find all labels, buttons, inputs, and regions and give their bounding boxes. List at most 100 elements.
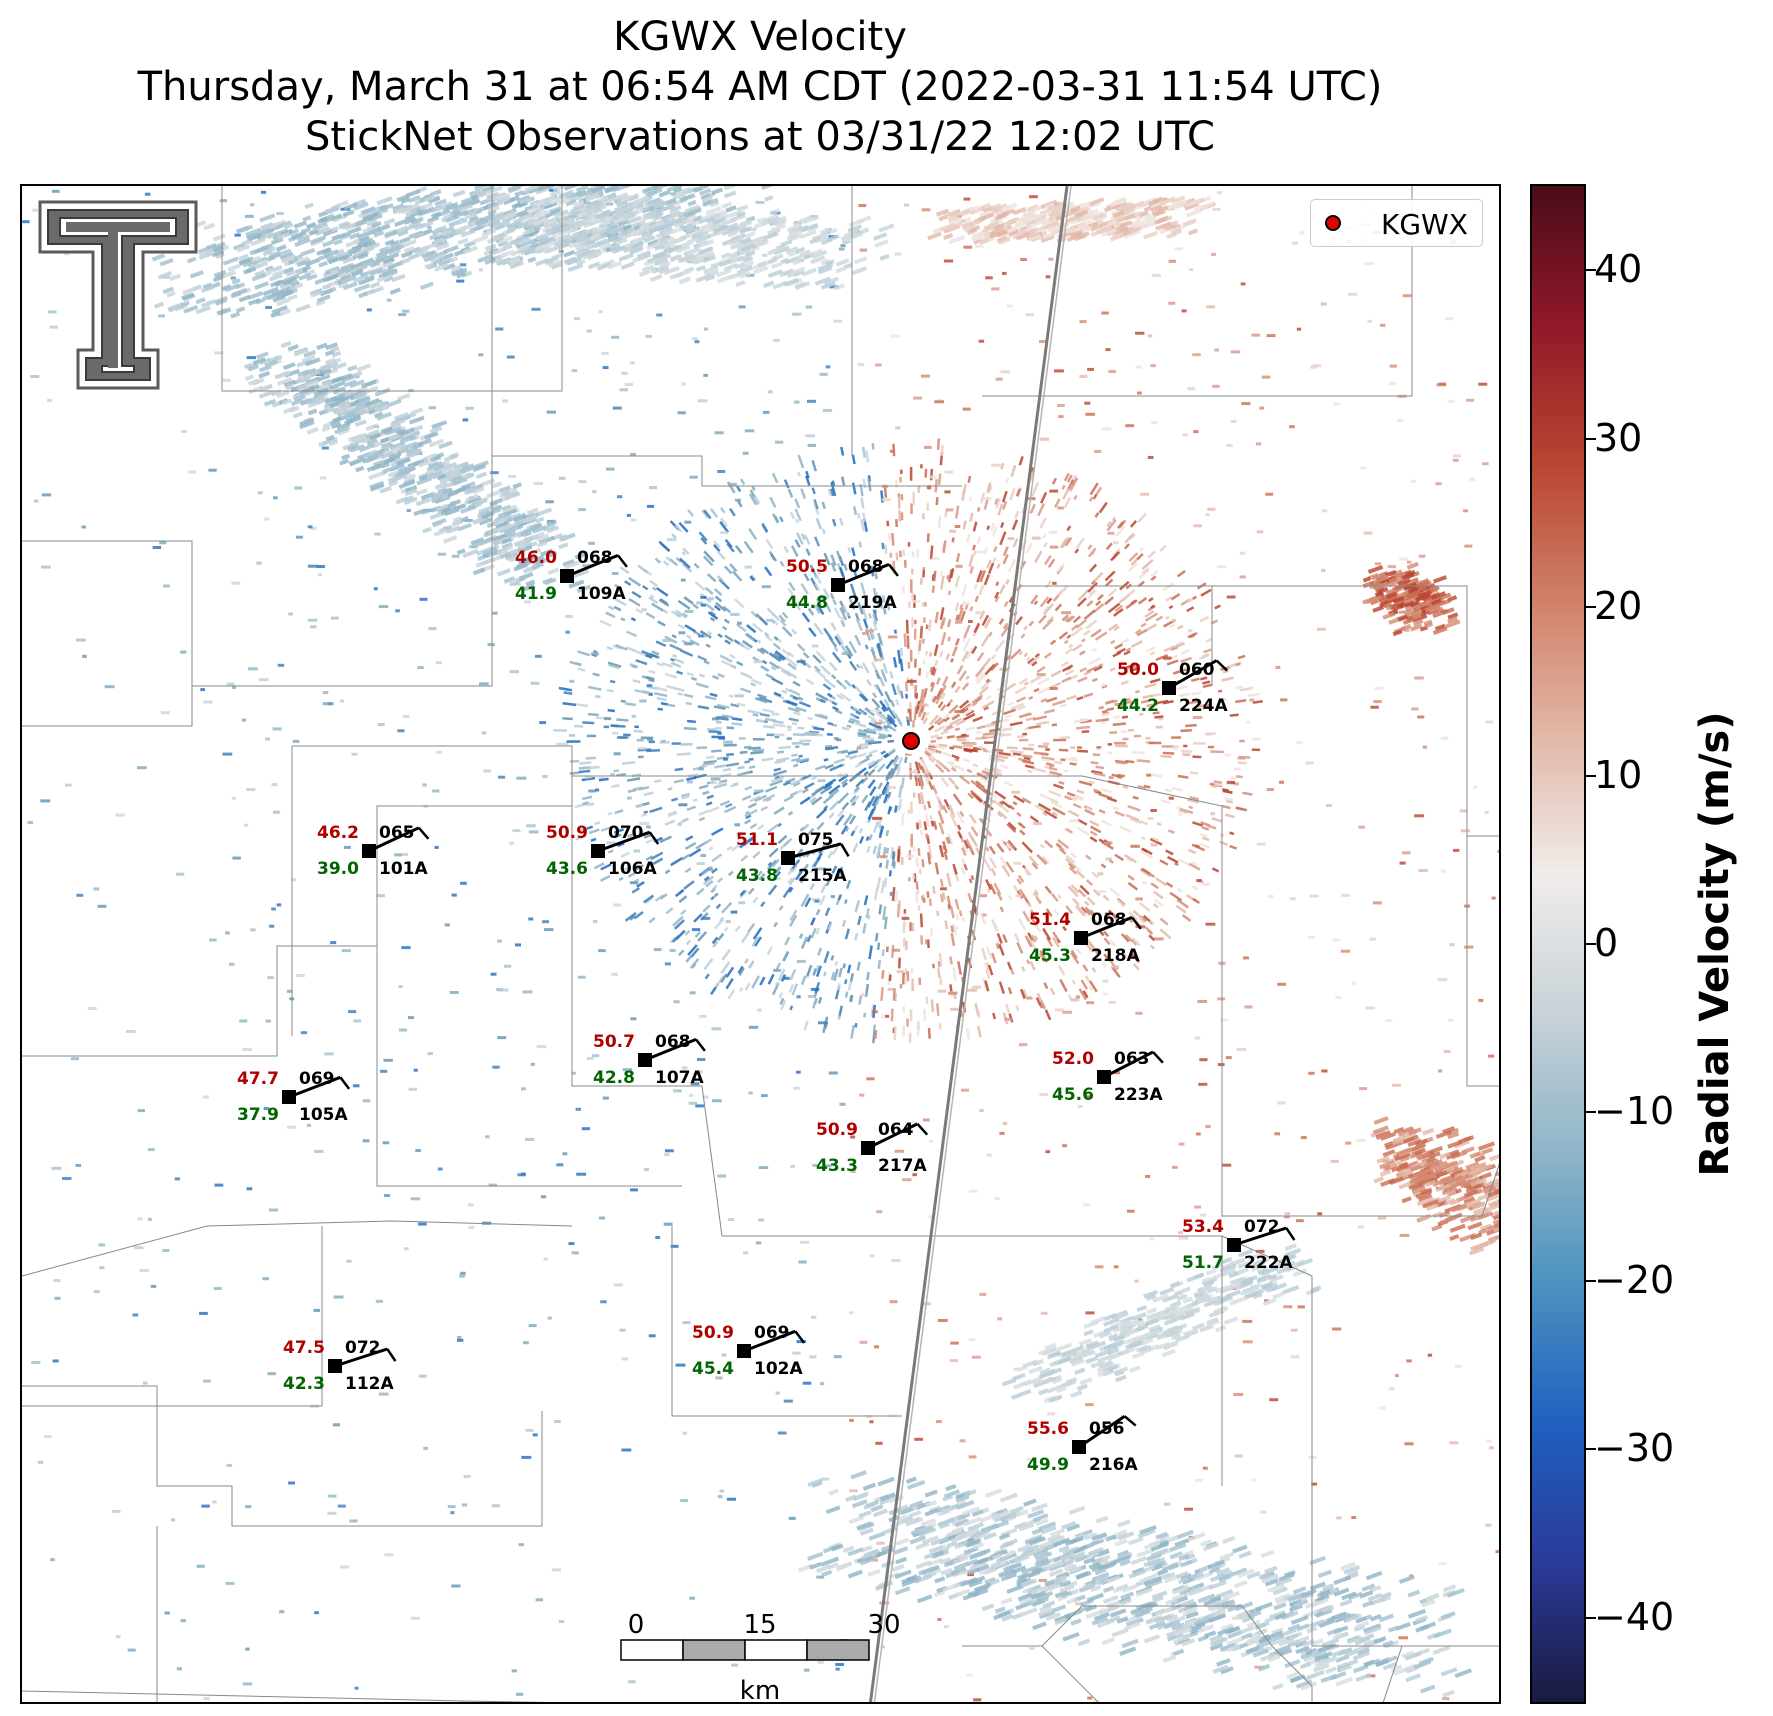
wind-barb-shaft: [787, 842, 842, 860]
station-222A[interactable]: 53.4 072 51.7 222A: [1182, 1217, 1296, 1273]
colorbar-tick-mark: [1586, 774, 1596, 777]
colorbar-tick-label: 0: [1594, 921, 1619, 965]
station-dewpoint: 42.3: [283, 1374, 325, 1394]
station-marker: [831, 578, 845, 592]
station-wind-direction: 060: [1179, 660, 1215, 680]
station-id: 215A: [798, 866, 847, 886]
sticknet-stations: 46.0 068 41.9 109A 50.5 068 44.8 219A 50.0 060 44.…: [237, 548, 1296, 1475]
wind-barb-flag: [648, 831, 660, 845]
station-dewpoint: 45.6: [1052, 1085, 1094, 1105]
wind-barb-flag: [888, 563, 899, 577]
wind-barb-flag: [1215, 659, 1228, 672]
colorbar-tick-mark: [1586, 269, 1596, 272]
wind-barb-shaft: [867, 1122, 919, 1150]
colorbar-gradient: [1532, 186, 1584, 1702]
wind-barb-flag: [840, 843, 850, 857]
station-wind-direction: 072: [345, 1338, 381, 1358]
station-223A[interactable]: 52.0 063 45.6 223A: [1052, 1049, 1164, 1105]
station-marker: [861, 1141, 875, 1155]
station-temperature: 53.4: [1182, 1217, 1224, 1237]
scale-bar-tick-30: 30: [867, 1610, 901, 1640]
station-temperature: 47.5: [283, 1338, 325, 1358]
wind-barb-shaft: [597, 830, 651, 853]
texas-tech-double-t-logo: [38, 200, 198, 390]
wind-barb-flag: [339, 1076, 351, 1090]
station-temperature: 46.0: [515, 548, 557, 568]
station-101A[interactable]: 46.2 065 39.0 101A: [317, 823, 430, 879]
colorbar-tick-label: 10: [1594, 752, 1643, 797]
station-id: 218A: [1091, 946, 1140, 966]
station-wind-direction: 069: [299, 1069, 335, 1089]
wind-barb-shaft: [1103, 1050, 1154, 1079]
station-id: 216A: [1089, 1455, 1138, 1475]
colorbar-tick-label: −40: [1594, 1594, 1675, 1639]
station-dewpoint: 43.8: [736, 866, 778, 886]
map-legend: KGWX: [1310, 199, 1483, 247]
radar-map[interactable]: 46.0 068 41.9 109A 50.5 068 44.8 219A 50.0 060 44.…: [20, 184, 1501, 1704]
wind-barb-flag: [916, 1123, 929, 1136]
station-dewpoint: 45.4: [692, 1359, 734, 1379]
station-dewpoint: 37.9: [237, 1105, 279, 1125]
station-temperature: 50.7: [593, 1032, 635, 1052]
station-id: 107A: [655, 1068, 704, 1088]
scale-bar-tick-0: 0: [627, 1610, 645, 1640]
station-dewpoint: 45.3: [1029, 946, 1071, 966]
station-id: 222A: [1244, 1253, 1293, 1273]
station-wind-direction: 068: [577, 548, 613, 568]
station-wind-direction: 056: [1089, 1419, 1125, 1439]
station-marker: [1097, 1070, 1111, 1084]
colorbar-tick-mark: [1586, 1448, 1596, 1451]
colorbar-tick-mark: [1586, 943, 1596, 945]
wind-barb-shaft: [1078, 1414, 1126, 1449]
station-105A[interactable]: 47.7 069 37.9 105A: [237, 1069, 351, 1125]
wind-barb-flag: [695, 1038, 706, 1052]
station-id: 224A: [1179, 696, 1228, 716]
station-106A[interactable]: 50.9 070 43.6 106A: [546, 823, 660, 879]
station-id: 112A: [345, 1374, 394, 1394]
station-dewpoint: 39.0: [317, 859, 359, 879]
colorbar-tick-mark: [1586, 1616, 1596, 1619]
kgwx-radar-marker[interactable]: [902, 732, 920, 750]
station-112A[interactable]: 47.5 072 42.3 112A: [283, 1338, 397, 1394]
station-224A[interactable]: 50.0 060 44.2 224A: [1117, 659, 1228, 716]
station-102A[interactable]: 50.9 069 45.4 102A: [692, 1323, 806, 1379]
station-marker: [282, 1090, 296, 1104]
colorbar-tick-label: −30: [1594, 1426, 1675, 1471]
station-dewpoint: 44.2: [1117, 696, 1159, 716]
station-dewpoint: 41.9: [515, 584, 557, 604]
station-marker: [1162, 681, 1176, 695]
colorbar-label: Radial Velocity (m/s): [1692, 711, 1738, 1177]
station-id: 106A: [608, 859, 657, 879]
station-id: 102A: [754, 1359, 803, 1379]
wind-barb-flag: [617, 554, 628, 568]
station-109A[interactable]: 46.0 068 41.9 109A: [515, 548, 628, 604]
wind-barb-flag: [386, 1348, 397, 1362]
title-line-1: KGWX Velocity: [613, 14, 907, 60]
station-temperature: 50.9: [816, 1120, 858, 1140]
station-temperature: 47.7: [237, 1069, 279, 1089]
station-wind-direction: 063: [1114, 1049, 1150, 1069]
station-temperature: 52.0: [1052, 1049, 1094, 1069]
station-107A[interactable]: 50.7 068 42.8 107A: [593, 1032, 706, 1088]
colorbar-tick-label: 20: [1594, 584, 1643, 629]
station-217A[interactable]: 50.9 064 43.3 217A: [816, 1120, 929, 1176]
station-wind-direction: 068: [1091, 910, 1127, 930]
station-218A[interactable]: 51.4 068 45.3 218A: [1029, 910, 1142, 966]
station-id: 109A: [577, 584, 626, 604]
kgwx-legend-marker: [1325, 215, 1341, 231]
station-dewpoint: 43.6: [546, 859, 588, 879]
colorbar-tick-mark: [1586, 606, 1596, 609]
station-wind-direction: 070: [608, 823, 644, 843]
station-wind-direction: 064: [878, 1120, 914, 1140]
station-216A[interactable]: 55.6 056 49.9 216A: [1027, 1414, 1138, 1475]
station-wind-direction: 068: [848, 557, 884, 577]
wind-barb-shaft: [1080, 916, 1133, 940]
station-id: 101A: [379, 859, 428, 879]
station-marker: [1074, 931, 1088, 945]
station-219A[interactable]: 50.5 068 44.8 219A: [786, 557, 899, 613]
station-marker: [1072, 1440, 1086, 1454]
station-id: 105A: [299, 1105, 348, 1125]
colorbar-tick-label: −20: [1594, 1257, 1675, 1302]
station-temperature: 50.5: [786, 557, 828, 577]
station-215A[interactable]: 51.1 075 43.8 215A: [736, 830, 850, 886]
